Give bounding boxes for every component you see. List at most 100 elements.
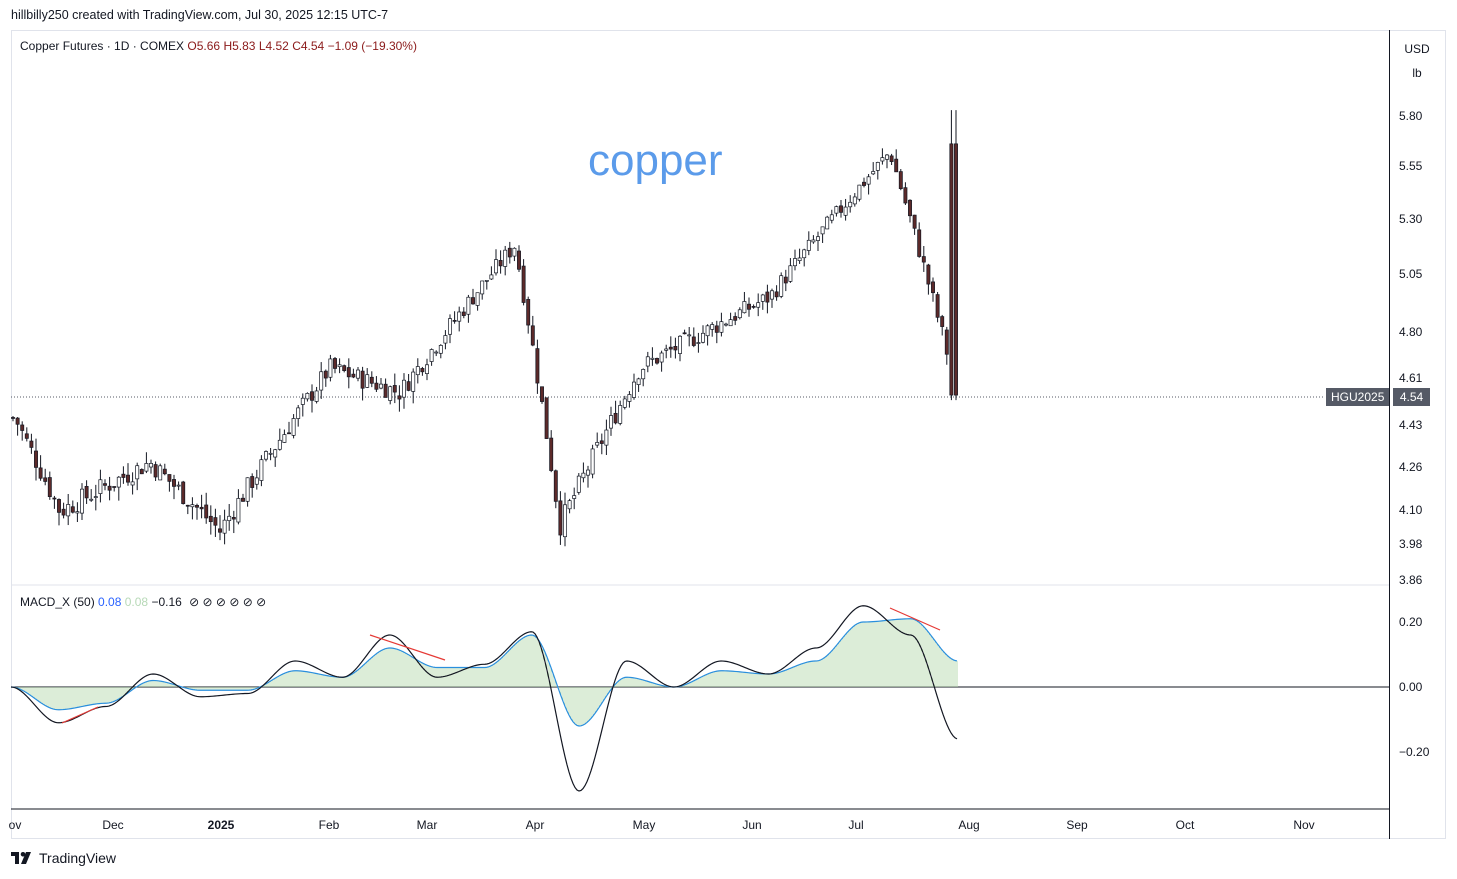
- candle-body: [342, 365, 347, 371]
- candle-body: [526, 299, 531, 326]
- candle-body: [664, 348, 669, 351]
- candle-body: [38, 467, 43, 479]
- candle-body: [793, 258, 797, 267]
- time-axis-tick: May: [633, 818, 656, 832]
- candle-body: [443, 335, 448, 344]
- time-axis-tick: Sep: [1066, 818, 1088, 832]
- candle-body: [595, 442, 600, 446]
- candle-body: [590, 448, 595, 475]
- symbol-legend: Copper Futures · 1D · COMEX O5.66 H5.83 …: [20, 39, 417, 53]
- macd-line: [10, 605, 958, 792]
- macd-value-2: 0.08: [124, 595, 149, 609]
- candle-body: [66, 504, 71, 517]
- macd-na-values: ⊘ ⊘ ⊘ ⊘ ⊘ ⊘: [189, 595, 267, 609]
- candle-body: [282, 434, 287, 443]
- ohlc-high: H5.83: [223, 39, 256, 53]
- candle-body: [811, 239, 816, 243]
- candle-body: [563, 504, 567, 538]
- candle-body: [507, 247, 512, 258]
- candle-body: [52, 497, 57, 500]
- candle-body: [84, 486, 89, 499]
- unit-label: lb: [1412, 66, 1422, 80]
- candle-body: [627, 394, 632, 402]
- candle-body: [70, 506, 75, 513]
- candle-body: [43, 477, 48, 482]
- candle-body: [747, 303, 751, 310]
- candle-body: [199, 506, 204, 510]
- candle-body: [885, 154, 889, 160]
- candle-body: [894, 158, 899, 173]
- price-axis-tick: 3.98: [1399, 537, 1423, 551]
- candle-body: [438, 345, 443, 354]
- candle-body: [770, 290, 774, 300]
- candle-body: [829, 214, 834, 221]
- time-axis-tick: Dec: [102, 818, 123, 832]
- candle-body: [149, 463, 153, 468]
- candle-body: [719, 321, 724, 333]
- candle-body: [185, 504, 190, 507]
- candle-body: [162, 468, 167, 475]
- chart-annotation: copper: [588, 136, 723, 185]
- candle-body: [806, 239, 811, 251]
- candle-body: [135, 465, 140, 480]
- candle-body: [402, 379, 406, 398]
- divergence-line: [889, 607, 941, 631]
- price-axis-tick: 4.61: [1399, 371, 1423, 385]
- candle-body: [411, 371, 416, 392]
- candle-body: [29, 440, 34, 448]
- ohlc-open: O5.66: [187, 39, 221, 53]
- candle-body: [34, 450, 38, 468]
- candle-body: [356, 369, 360, 379]
- candle-body: [231, 517, 236, 520]
- candle-body: [287, 432, 291, 435]
- time-axis-tick: Feb: [319, 818, 340, 832]
- candle-body: [264, 451, 268, 460]
- candle-body: [365, 374, 370, 388]
- candle-body: [705, 325, 710, 337]
- candle-body: [645, 356, 650, 367]
- chart-frame: [11, 30, 1446, 839]
- candle-body: [190, 504, 195, 508]
- candle-body: [245, 477, 250, 502]
- candle-body: [392, 385, 397, 393]
- candle-body: [406, 381, 411, 391]
- candle-body: [572, 495, 577, 499]
- candle-body: [374, 382, 379, 390]
- candle-body: [466, 296, 471, 315]
- candle-body: [852, 196, 857, 205]
- candle-body: [549, 437, 554, 471]
- candle-body: [898, 171, 903, 189]
- time-axis-tick: Jul: [848, 818, 863, 832]
- currency-unit-selector[interactable]: USD lb: [1396, 38, 1438, 90]
- candle-body: [144, 463, 149, 472]
- candle-body: [567, 500, 572, 510]
- candle-body: [954, 143, 958, 396]
- time-axis-tick: Jun: [742, 818, 761, 832]
- candle-body: [733, 316, 738, 321]
- candle-body: [300, 397, 305, 405]
- candle-body: [158, 465, 163, 481]
- candle-body: [839, 205, 843, 213]
- price-axis-tick: 4.26: [1399, 460, 1423, 474]
- candle-body: [89, 498, 94, 501]
- candle-body: [687, 334, 692, 337]
- candle-body: [172, 479, 176, 487]
- candle-body: [834, 206, 839, 214]
- candle-body: [728, 319, 733, 327]
- candle-body: [696, 342, 701, 344]
- tradingview-brand: TradingView: [11, 850, 116, 866]
- candle-body: [305, 393, 310, 400]
- candle-body: [691, 336, 696, 346]
- candle-body: [576, 475, 581, 493]
- candle-body: [222, 519, 227, 534]
- candle-body: [415, 366, 420, 376]
- candle-body: [130, 481, 135, 486]
- candle-body: [383, 383, 388, 398]
- time-axis-tick: Apr: [526, 818, 545, 832]
- last-price-tag: 4.54: [1393, 388, 1430, 406]
- candle-body: [448, 318, 452, 335]
- candle-body: [47, 477, 52, 497]
- candle-body: [181, 481, 186, 504]
- candle-body: [737, 309, 742, 319]
